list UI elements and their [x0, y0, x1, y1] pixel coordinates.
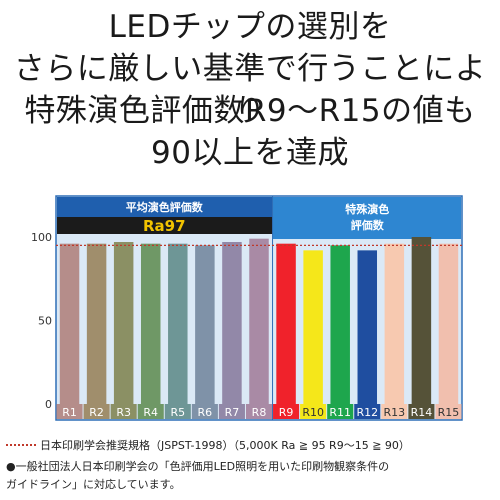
x-tick-label-R14: R14	[411, 406, 433, 419]
x-label-cell-R14	[408, 404, 435, 419]
x-tick-label-R8: R8	[252, 406, 267, 419]
bar-R5	[168, 243, 188, 404]
x-tick-label-R4: R4	[143, 406, 158, 419]
ra-badge-bg	[57, 217, 273, 234]
reference-note: 日本印刷学会推奨規格（JSPST-1998）（5,000K Ra ≧ 95 R9…	[40, 439, 410, 452]
bar-R7	[222, 242, 242, 404]
headline-line-3: 特殊演色評価数R9～R15の値も	[24, 93, 476, 129]
y-tick-label-100: 100	[31, 231, 52, 244]
x-label-cell-R15	[435, 404, 462, 419]
x-label-cell-R11	[327, 404, 354, 419]
footnote-line-1: ●一般社団法人日本印刷学会の「色評価用LED照明を用いた印刷物観察条件の	[6, 460, 390, 473]
reference-line-legend	[6, 444, 36, 446]
x-label-cell-R10	[300, 404, 327, 419]
x-tick-label-R2: R2	[89, 406, 104, 419]
x-tick-label-R13: R13	[384, 406, 406, 419]
bar-R9	[276, 243, 296, 404]
bar-R10	[303, 250, 323, 404]
x-label-cell-R2	[83, 404, 110, 419]
x-label-cell-R6	[191, 404, 218, 419]
x-tick-label-R3: R3	[116, 406, 131, 419]
x-label-cell-R4	[137, 404, 164, 419]
x-label-cell-R13	[381, 404, 408, 419]
x-label-cell-R5	[164, 404, 191, 419]
ra-badge: Ra97	[143, 217, 186, 235]
headline-line-4: 90以上を達成	[151, 135, 349, 171]
footnote-line-2: ガイドライン」に対応しています。	[6, 478, 181, 491]
group-header-average	[57, 197, 273, 217]
bar-R15	[438, 243, 459, 404]
x-label-cell-R12	[354, 404, 381, 419]
bar-R3	[113, 242, 134, 404]
x-tick-label-R7: R7	[225, 406, 240, 419]
x-label-cell-R1	[56, 404, 83, 419]
x-tick-label-R5: R5	[170, 406, 185, 419]
group-title-special-2: 評価数	[351, 218, 385, 232]
bar-R14	[411, 237, 432, 404]
x-label-cell-R3	[110, 404, 137, 419]
x-tick-label-R10: R10	[302, 406, 324, 419]
group-title-average: 平均演色評価数	[126, 200, 204, 214]
bar-R4	[140, 243, 161, 404]
bar-R12	[357, 250, 378, 404]
bar-R6	[195, 245, 215, 404]
bar-R2	[86, 243, 107, 404]
y-tick-label-0: 0	[45, 398, 52, 411]
x-tick-label-R1: R1	[62, 406, 77, 419]
x-tick-label-R11: R11	[329, 406, 351, 419]
x-tick-label-R6: R6	[198, 406, 213, 419]
headline-line-2: さらに厳しい基準で行うことにより	[13, 51, 487, 129]
x-tick-label-R9: R9	[279, 406, 294, 419]
headline-line-1: LEDチップの選別を	[108, 9, 392, 45]
x-tick-label-R12: R12	[356, 406, 378, 419]
group-title-special-1: 特殊演色	[345, 202, 389, 216]
x-label-cell-R7	[218, 404, 245, 419]
x-tick-label-R15: R15	[438, 406, 460, 419]
bar-R1	[59, 243, 80, 404]
bar-R8	[249, 238, 269, 404]
y-tick-label-50: 50	[38, 315, 52, 328]
x-label-cell-R8	[245, 404, 273, 419]
bar-R11	[330, 245, 350, 404]
bar-R13	[384, 243, 405, 404]
group-header-special	[272, 197, 461, 239]
x-label-cell-R9	[273, 404, 300, 419]
